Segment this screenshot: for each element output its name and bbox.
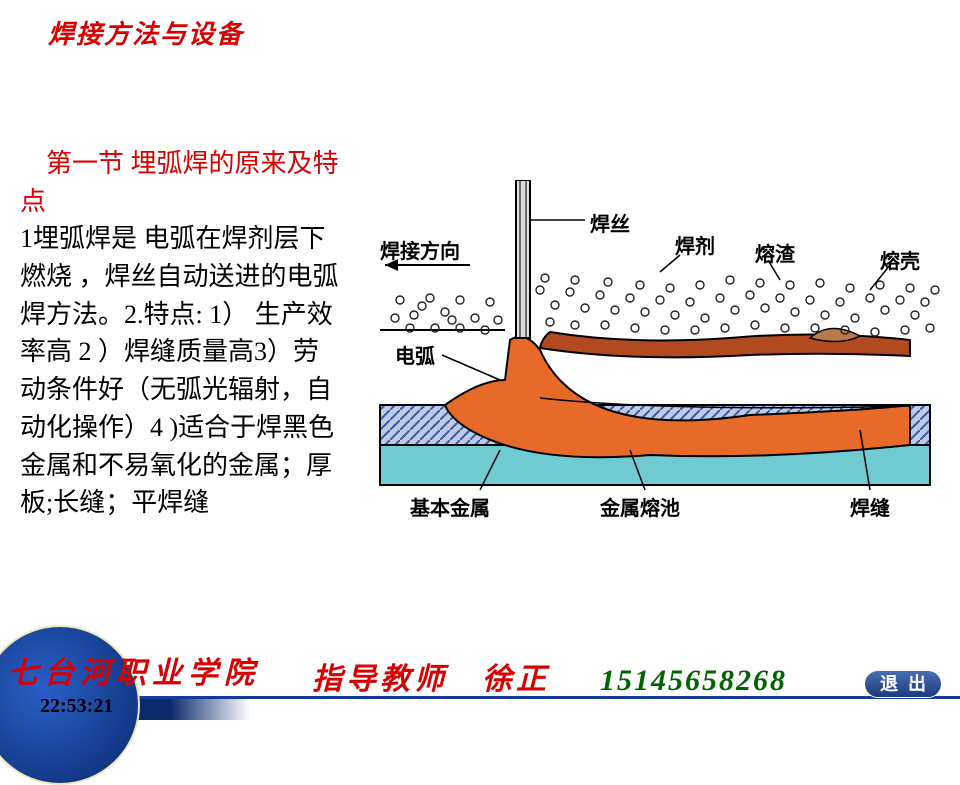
label-weld: 焊缝 [850,492,890,521]
content-block: 第一节 埋弧焊的原来及特点 1埋弧焊是 电弧在焊剂层下燃烧 ，焊丝自动送进的电弧… [20,145,340,522]
timestamp: 22:53:21 [40,695,113,718]
exit-button[interactable]: 退出 [864,670,942,698]
college-name: 七台河职业学院 [8,648,260,692]
footer-band [0,696,960,720]
section-title: 第一节 埋弧焊的原来及特点 [20,149,339,216]
label-wire: 焊丝 [590,208,630,237]
phone-number: 15145658268 [600,664,787,698]
content-body: 1埋弧焊是 电弧在焊剂层下燃烧 ，焊丝自动送进的电弧焊方法。2.特点: 1） 生… [20,224,339,517]
label-shell: 熔壳 [880,245,920,274]
label-direction: 焊接方向 [380,235,460,264]
label-flux: 焊剂 [675,230,715,259]
welding-diagram: 焊丝 焊接方向 焊剂 熔渣 熔壳 电弧 基本金属 金属熔池 焊缝 [350,180,950,560]
label-slag: 熔渣 [755,238,795,267]
teacher-label: 指导教师 徐正 [312,654,550,698]
label-arc: 电弧 [395,340,435,369]
slide-title: 焊接方法与设备 [48,14,244,51]
label-pool: 金属熔池 [600,492,680,521]
footer: 七台河职业学院 22:53:21 指导教师 徐正 15145658268 退出 [0,660,960,720]
label-base-metal: 基本金属 [410,492,490,521]
